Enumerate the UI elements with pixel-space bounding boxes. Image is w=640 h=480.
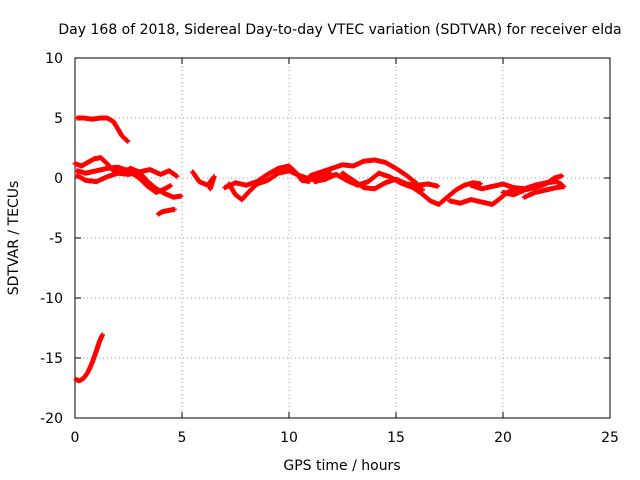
data-point (561, 184, 567, 190)
series-arc-d (155, 206, 177, 217)
x-tick-label: 20 (494, 430, 512, 446)
series-arc-j (340, 170, 441, 192)
series-arc-high (74, 115, 131, 144)
data-series (72, 115, 567, 384)
data-point (171, 206, 177, 212)
data-point (207, 186, 213, 192)
x-tick-label: 25 (601, 430, 619, 446)
x-tick-label: 15 (387, 430, 405, 446)
data-point (306, 178, 312, 184)
x-tick-label: 10 (280, 430, 298, 446)
data-point (167, 183, 173, 189)
y-tick-label: 5 (54, 111, 63, 127)
grid-lines (75, 58, 610, 418)
series-arc-o (521, 184, 567, 200)
data-point (178, 193, 184, 199)
series-arc-b (74, 164, 173, 195)
series-arc-n (500, 173, 565, 198)
y-axis-label: SDTVAR / TECUs (6, 181, 22, 296)
x-tick-label: 5 (178, 430, 187, 446)
series-arc-low (73, 332, 105, 384)
data-point (174, 173, 180, 179)
series-arc-g (222, 163, 312, 191)
series-arc-c (74, 167, 180, 185)
data-point (125, 138, 131, 144)
y-tick-label: 0 (54, 171, 63, 187)
x-axis-label: GPS time / hours (283, 458, 400, 474)
y-tick-label: -5 (49, 231, 63, 247)
data-point (99, 332, 105, 338)
y-tick-label: 10 (45, 51, 63, 67)
series-arc-a (72, 155, 184, 200)
data-point (477, 181, 483, 187)
y-tick-label: -15 (40, 351, 63, 367)
data-point (435, 183, 441, 189)
data-point (420, 187, 426, 193)
y-tick-label: -10 (40, 291, 63, 307)
data-point (559, 173, 565, 179)
x-tick-label: 0 (71, 430, 80, 446)
series-arc-h (307, 157, 420, 186)
chart-title: Day 168 of 2018, Sidereal Day-to-day VTE… (58, 22, 621, 38)
axis-ticks: 0 5 10 15 20 25 -20 -15 -10 -5 0 5 10 (40, 51, 619, 446)
y-tick-label: -20 (40, 411, 63, 427)
series-arc-e (190, 169, 217, 192)
